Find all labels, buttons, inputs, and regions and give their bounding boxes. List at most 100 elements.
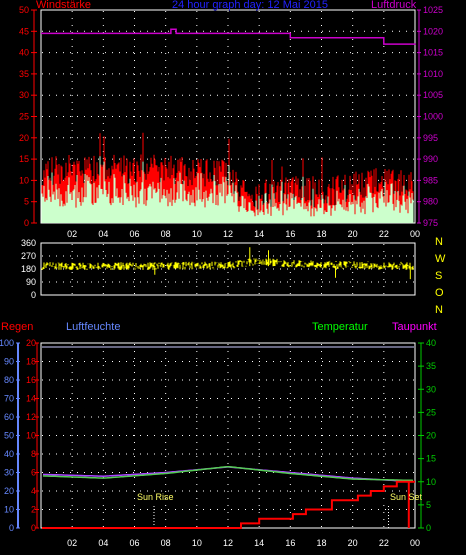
rain-tick-label: 10: [26, 431, 36, 441]
rain-tick-label: 18: [26, 357, 36, 367]
humidity-tick-label: 0: [9, 523, 14, 533]
wind-tick-label: 10: [19, 175, 29, 185]
rain-tick-label: 12: [26, 412, 36, 422]
pressure-axis-label: Luftdruck: [371, 0, 417, 11]
humidity-tick-label: 90: [4, 357, 14, 367]
temp-x-tick-label: 02: [67, 538, 77, 548]
sunrise-label: Sun Rise: [137, 492, 174, 502]
humidity-tick-label: 20: [4, 486, 14, 496]
wind-tick-label: 5: [24, 197, 29, 207]
wind-direction-series: [41, 247, 414, 280]
temperature-tick-label: 15: [426, 454, 436, 464]
dewpoint-axis-label: Taupunkt: [392, 321, 437, 333]
wind-tick-label: 30: [19, 90, 29, 100]
temp-x-tick-label: 12: [223, 538, 233, 548]
rain-tick-label: 4: [31, 486, 36, 496]
temperature-tick-label: 35: [426, 361, 436, 371]
temp-x-tick-label: 14: [254, 538, 264, 548]
wind-tick-label: 50: [19, 5, 29, 15]
rain-tick-label: 20: [26, 338, 36, 348]
rain-axis-label: Regen: [1, 321, 33, 333]
wind-tick-label: 45: [19, 26, 29, 36]
wind-tick-label: 40: [19, 48, 29, 58]
temp-x-tick-label: 04: [98, 538, 108, 548]
temp-x-tick-label: 22: [379, 538, 389, 548]
pressure-tick-label: 1015: [423, 48, 443, 58]
pressure-tick-label: 995: [423, 133, 438, 143]
humidity-tick-label: 80: [4, 375, 14, 385]
pressure-series: [41, 28, 416, 45]
temperature-tick-label: 0: [426, 523, 431, 533]
temp-x-tick-label: 00: [410, 538, 420, 548]
wind-axis-label: Windstärke: [36, 0, 91, 11]
wind-x-tick-label: 10: [192, 229, 202, 239]
wind-tick-label: 35: [19, 69, 29, 79]
pressure-tick-label: 980: [423, 197, 438, 207]
wind-x-tick-label: 14: [254, 229, 264, 239]
direction-plot-frame: [40, 242, 416, 296]
temperature-tick-label: 5: [426, 500, 431, 510]
pressure-tick-label: 1025: [423, 5, 443, 15]
wind-x-tick-label: 08: [161, 229, 171, 239]
wind-x-tick-label: 12: [223, 229, 233, 239]
humidity-axis-label: Luftfeuchte: [66, 321, 120, 333]
wind-tick-label: 15: [19, 154, 29, 164]
pressure-tick-label: 990: [423, 154, 438, 164]
wind-x-tick-label: 18: [316, 229, 326, 239]
sunset-label: Sun Set: [390, 492, 423, 502]
temp-x-tick-label: 16: [285, 538, 295, 548]
humidity-tick-label: 10: [4, 505, 14, 515]
wind-x-tick-label: 04: [98, 229, 108, 239]
wind-tick-label: 25: [19, 112, 29, 122]
direction-tick-label: 270: [21, 251, 36, 261]
wind-tick-label: 0: [24, 218, 29, 228]
temperature-axis-label: Temperatur: [312, 321, 368, 333]
humidity-tick-label: 60: [4, 412, 14, 422]
humidity-tick-label: 70: [4, 394, 14, 404]
rain-tick-label: 0: [31, 523, 36, 533]
temperature-tick-label: 25: [426, 407, 436, 417]
wind-x-tick-label: 00: [410, 229, 420, 239]
rain-tick-label: 2: [31, 505, 36, 515]
wind-x-tick-label: 20: [348, 229, 358, 239]
temperature-tick-label: 10: [426, 477, 436, 487]
rain-tick-label: 16: [26, 375, 36, 385]
rain-tick-label: 8: [31, 449, 36, 459]
pressure-tick-label: 1005: [423, 90, 443, 100]
direction-tick-label: 180: [21, 264, 36, 274]
compass-label: S: [435, 270, 442, 282]
pressure-tick-label: 1000: [423, 112, 443, 122]
temp-x-tick-label: 20: [348, 538, 358, 548]
humidity-tick-label: 30: [4, 468, 14, 478]
compass-label: W: [435, 253, 446, 265]
temp-x-tick-label: 18: [316, 538, 326, 548]
temp-x-tick-label: 08: [161, 538, 171, 548]
humidity-tick-label: 50: [4, 431, 14, 441]
humidity-tick-label: 40: [4, 449, 14, 459]
wind-average-series: [41, 156, 414, 223]
temperature-tick-label: 30: [426, 384, 436, 394]
humidity-tick-label: 100: [0, 338, 14, 348]
rain-tick-label: 14: [26, 394, 36, 404]
compass-label: N: [435, 304, 443, 316]
graph-title: 24 hour graph day: 12 Mai 2015: [172, 0, 328, 11]
pressure-tick-label: 1020: [423, 26, 443, 36]
pressure-tick-label: 1010: [423, 69, 443, 79]
direction-tick-label: 0: [31, 290, 36, 300]
wind-x-tick-label: 22: [379, 229, 389, 239]
pressure-tick-label: 975: [423, 218, 438, 228]
compass-label: N: [435, 236, 443, 248]
pressure-tick-label: 985: [423, 175, 438, 185]
wind-x-tick-label: 02: [67, 229, 77, 239]
temperature-tick-label: 20: [426, 431, 436, 441]
temperature-series: [42, 465, 414, 482]
rain-series: [42, 480, 415, 529]
temp-x-tick-label: 10: [192, 538, 202, 548]
temperature-tick-label: 40: [426, 338, 436, 348]
wind-x-tick-label: 16: [285, 229, 295, 239]
temp-x-tick-label: 06: [129, 538, 139, 548]
direction-tick-label: 90: [26, 277, 36, 287]
